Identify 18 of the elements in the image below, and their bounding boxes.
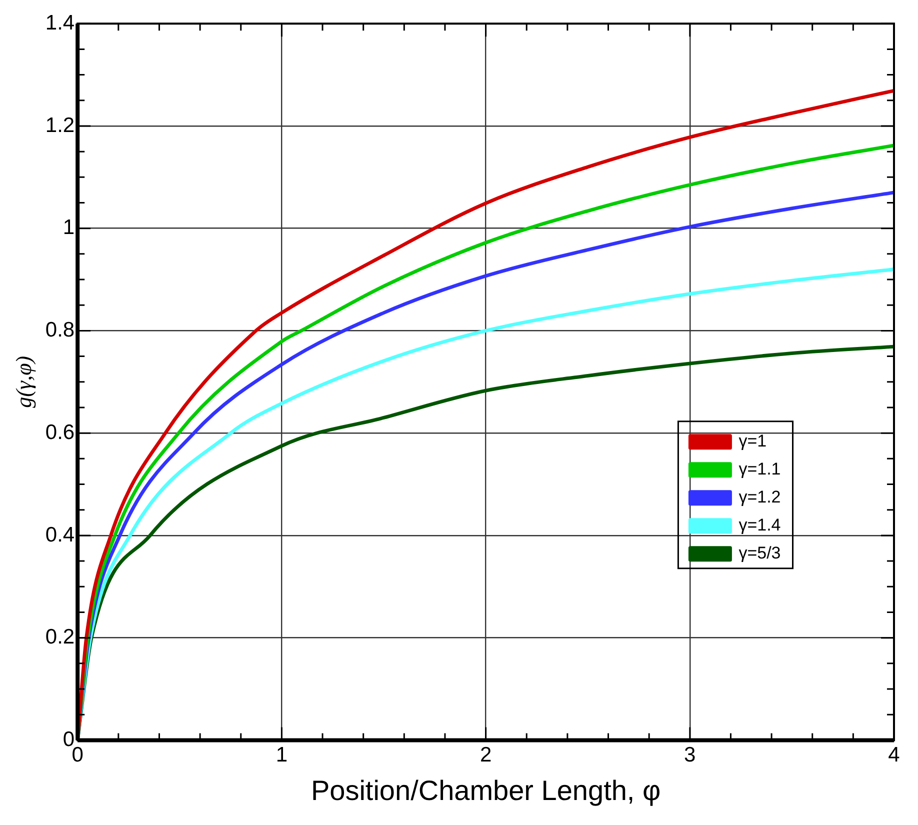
x-tick-label: 4 [888, 744, 900, 767]
x-tick-label: 3 [684, 744, 696, 767]
y-tick-label: 1.4 [45, 11, 75, 34]
legend-label: γ=1.2 [738, 488, 781, 506]
x-tick-label: 2 [480, 744, 492, 767]
x-axis-title: Position/Chamber Length, φ [310, 774, 661, 806]
legend-label: γ=1.4 [738, 516, 781, 534]
x-tick-label: 1 [276, 744, 288, 767]
y-tick-label: 0.4 [45, 523, 75, 546]
legend-label: γ=1.1 [738, 460, 781, 478]
y-axis-title: g(γ,φ) [10, 356, 36, 408]
legend-label: γ=5/3 [738, 544, 781, 562]
y-tick-label: 0.8 [45, 318, 75, 342]
y-tick-label: 0.2 [45, 626, 75, 649]
y-tick-label: 1.2 [45, 114, 75, 137]
legend-label: γ=1 [738, 432, 767, 450]
y-tick-label: 1 [62, 216, 75, 240]
y-tick-label: 0.6 [45, 420, 75, 444]
